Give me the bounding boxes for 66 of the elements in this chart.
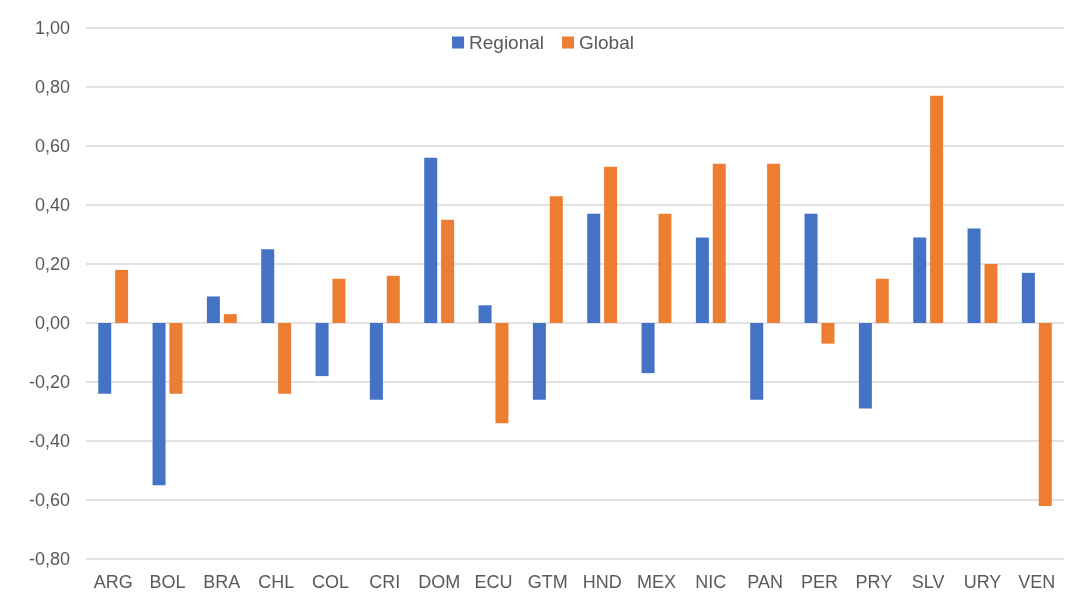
bar [441,219,455,323]
x-tick-label: GTM [527,572,568,592]
bar [315,323,329,377]
bar [641,323,655,374]
y-tick-label: -0,20 [28,372,70,392]
bar [967,228,981,323]
x-tick-label: ARG [93,572,133,592]
bar [587,213,601,323]
y-tick-label: 1,00 [34,18,70,38]
bar [695,237,709,323]
bar [1021,272,1035,323]
legend-label: Regional [469,32,545,53]
x-tick-label: CRI [369,572,401,592]
x-tick-label: URY [963,572,1002,592]
bar [549,196,563,323]
x-tick-label: PER [800,572,839,592]
bar [750,323,764,400]
bar [386,275,400,323]
bar [115,269,129,323]
y-tick-label: -0,40 [28,431,70,451]
bar [532,323,546,400]
bar [478,305,492,323]
bar [424,157,438,323]
bar [930,95,944,323]
x-tick-label: CHL [258,572,295,592]
x-tick-label: DOM [418,572,461,592]
bar [804,213,818,323]
bar [152,323,166,486]
x-tick-label: BOL [149,572,186,592]
y-tick-label: 0,40 [34,195,70,215]
x-tick-label: COL [311,572,350,592]
bar [858,323,872,409]
y-tick-label: 0,80 [34,77,70,97]
bar [369,323,383,400]
x-tick-label: MEX [636,572,677,592]
y-tick-label: -0,60 [28,490,70,510]
bar [604,166,618,323]
bar [261,249,275,323]
bar [712,163,726,323]
x-tick-label: BRA [203,572,241,592]
bar [98,323,112,394]
y-tick-label: 0,00 [34,313,70,333]
bar [767,163,781,323]
bar [658,213,672,323]
bar [984,264,998,323]
bar [1038,323,1052,506]
x-tick-label: PAN [747,572,784,592]
bar [206,296,220,323]
legend-label: Global [579,32,634,53]
x-tick-label: PRY [855,572,893,592]
y-tick-label: 0,20 [34,254,70,274]
x-tick-label: ECU [474,572,513,592]
y-tick-label: 0,60 [34,136,70,156]
y-tick-label: -0,80 [28,549,70,569]
bar [332,278,346,323]
x-tick-label: SLV [911,572,945,592]
bar [821,323,835,344]
bar [278,323,292,394]
bar [495,323,509,424]
x-tick-label: VEN [1018,572,1056,592]
x-tick-label: HND [582,572,622,592]
bar [875,278,889,323]
x-tick-label: NIC [695,572,727,592]
bar [913,237,927,323]
bar [169,323,183,394]
bar [223,314,237,323]
